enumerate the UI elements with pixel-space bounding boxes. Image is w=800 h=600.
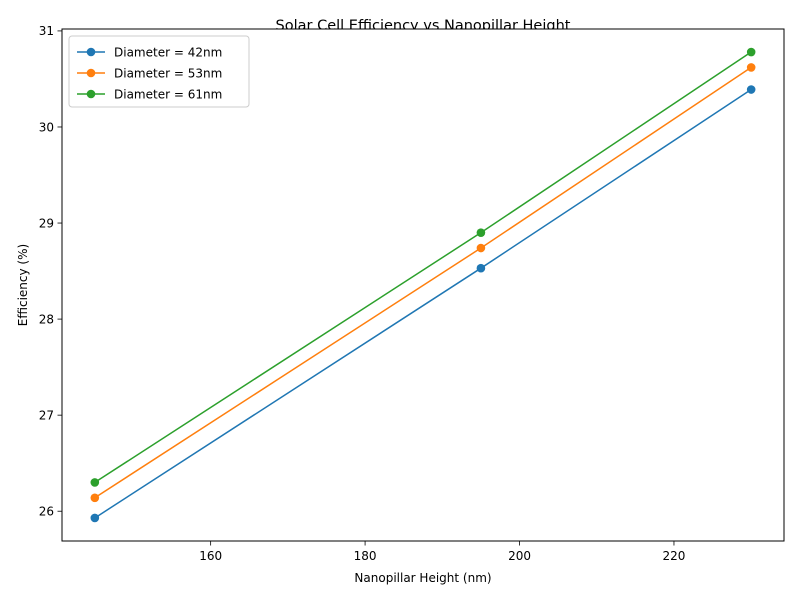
data-point [476, 263, 486, 273]
x-tick-label: 220 [663, 549, 686, 563]
legend-swatch-marker [86, 68, 96, 78]
y-tick-label: 29 [39, 216, 54, 230]
y-tick-label: 26 [39, 505, 54, 519]
x-tick-label: 160 [199, 549, 222, 563]
legend-label: Diameter = 42nm [114, 45, 222, 59]
data-point [746, 47, 756, 57]
data-point [476, 228, 486, 237]
data-point [746, 63, 756, 72]
data-point [90, 493, 100, 503]
legend-swatch-marker [86, 89, 96, 99]
x-tick-label: 180 [354, 549, 377, 563]
legend-label: Diameter = 53nm [114, 66, 222, 80]
y-axis-label: Efficiency (%) [16, 244, 30, 326]
data-point [90, 513, 100, 523]
y-tick-label: 30 [39, 120, 54, 134]
x-tick-label: 200 [508, 549, 531, 563]
data-point [746, 85, 756, 94]
legend-box [68, 35, 250, 108]
data-point [90, 478, 100, 487]
y-tick-label: 28 [39, 312, 54, 326]
data-point [476, 243, 486, 253]
y-tick-label: 27 [39, 408, 54, 422]
legend-label: Diameter = 61nm [114, 87, 222, 101]
legend: Diameter = 42nm Diameter = 53nm Diameter =… [68, 35, 250, 108]
plot-frame [61, 28, 785, 542]
x-axis-label: Nanopillar Height (nm) [354, 571, 491, 585]
y-tick-label: 31 [39, 24, 54, 38]
legend-swatch-marker [86, 47, 96, 57]
